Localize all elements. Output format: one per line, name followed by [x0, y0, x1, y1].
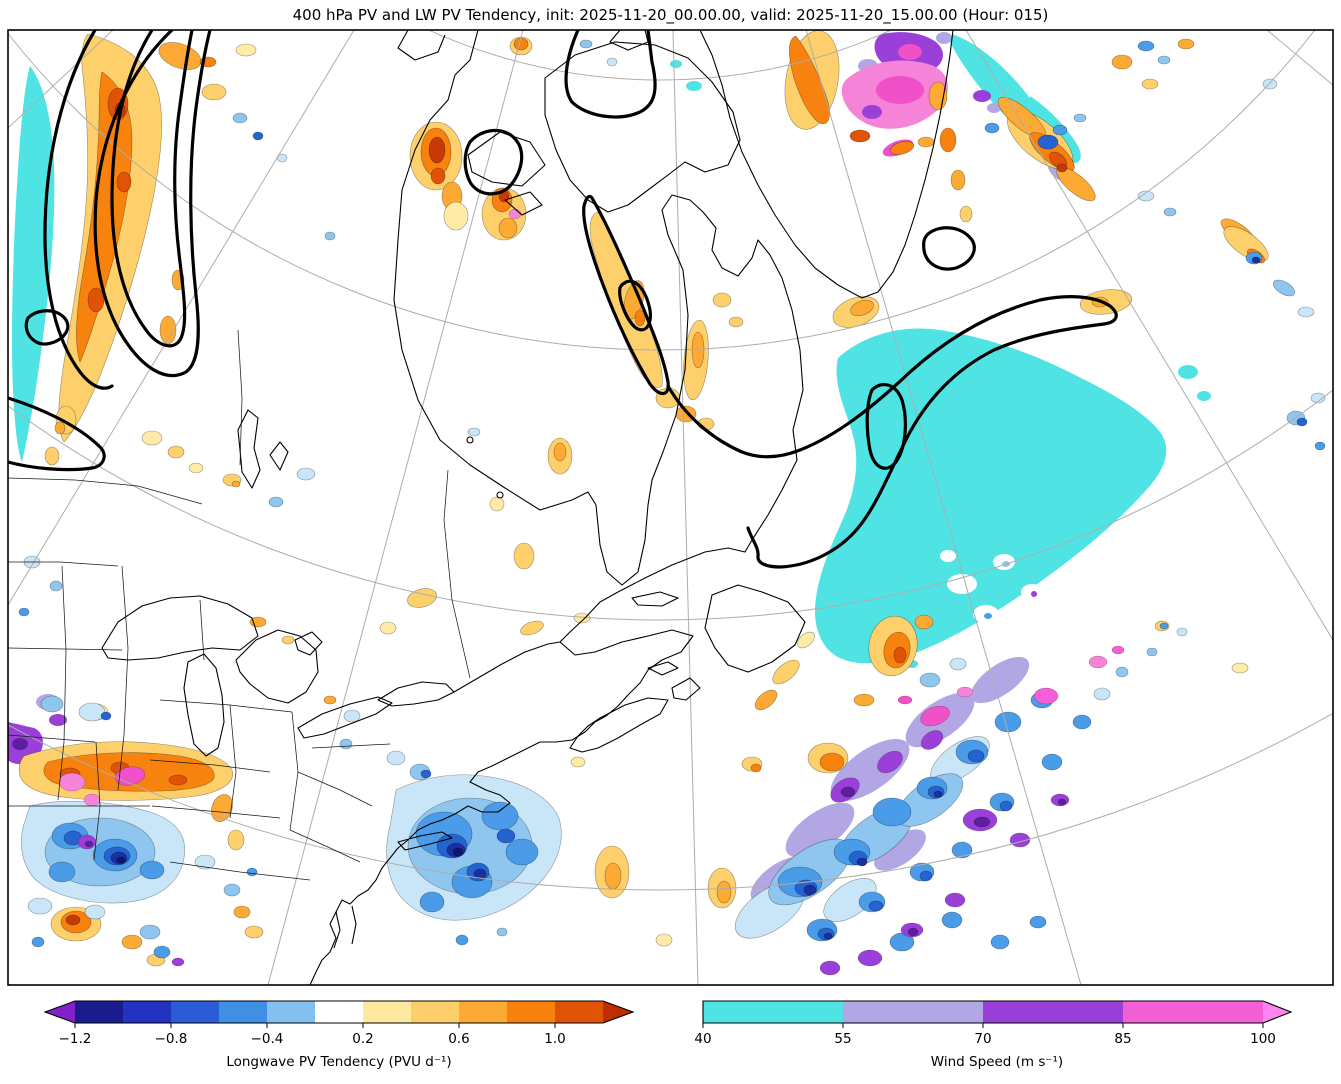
map-frame [7, 29, 1334, 986]
tick-label: −0.8 [155, 1031, 188, 1047]
tick-label: 0.2 [352, 1031, 373, 1047]
colorbar-right-label: Wind Speed (m s⁻¹) [931, 1054, 1063, 1070]
tick-label: 0.6 [448, 1031, 469, 1047]
coastlines [101, 30, 954, 985]
tick-label: 40 [694, 1031, 711, 1047]
state-borders [8, 329, 471, 881]
colorbar-left-extend-high [603, 1001, 633, 1023]
colorbar-left-label: Longwave PV Tendency (PVU d⁻¹) [226, 1054, 451, 1070]
pv-tendency-fill-warm [18, 30, 1269, 967]
tick-label: 100 [1250, 1031, 1276, 1047]
colorbar-right-extend-high [1263, 1001, 1291, 1023]
tick-label: 70 [974, 1031, 991, 1047]
colorbar-pv-tendency: −1.2 −0.8 −0.4 0.2 0.6 1.0 Longwave PV T… [43, 1000, 635, 1070]
tick-label: 55 [834, 1031, 851, 1047]
colorbar-wind-speed: 40 55 70 85 100 Wind Speed (m s⁻¹) [694, 1000, 1293, 1070]
tick-label: 85 [1114, 1031, 1131, 1047]
tick-label: −0.4 [251, 1031, 284, 1047]
colorbar-left-extend-low [45, 1001, 75, 1023]
chart-title: 400 hPa PV and LW PV Tendency, init: 202… [292, 6, 1049, 24]
tick-label: 1.0 [544, 1031, 565, 1047]
pv-tendency-fill-cool [18, 39, 1326, 959]
wind-speed-accents [58, 208, 1125, 976]
pv-contours [8, 30, 1118, 569]
tick-label: −1.2 [59, 1031, 92, 1047]
